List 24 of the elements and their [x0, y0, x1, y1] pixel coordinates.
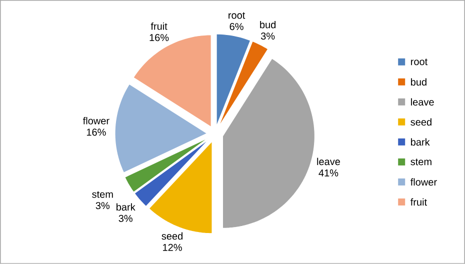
data-label: 12% — [163, 244, 182, 252]
data-label: 16% — [150, 34, 169, 42]
slice-label: fruit — [150, 22, 168, 30]
legend-label: root — [411, 58, 428, 66]
legend-label: bud — [411, 78, 426, 86]
legend-label: seed — [410, 118, 432, 126]
legend-label: leave — [411, 98, 434, 106]
legend-label: fruit — [410, 198, 427, 206]
slice-label: flower — [83, 117, 110, 124]
slice-label: root — [228, 12, 246, 19]
slice-label: leave — [317, 158, 340, 166]
data-label: 6% — [230, 23, 244, 30]
legend-label: flower — [410, 178, 437, 186]
data-label: 16% — [86, 128, 106, 136]
data-label: 3% — [96, 202, 110, 210]
slice-label: bud — [260, 21, 276, 28]
slice-label: seed — [162, 232, 182, 240]
slice-label: bark — [116, 203, 136, 211]
slice-label: stem — [92, 191, 113, 198]
data-label: 3% — [118, 214, 132, 222]
legend-label: bark — [411, 138, 430, 146]
data-label: 3% — [260, 32, 275, 40]
legend-label: stem — [410, 158, 432, 166]
data-label: 41% — [318, 170, 338, 177]
